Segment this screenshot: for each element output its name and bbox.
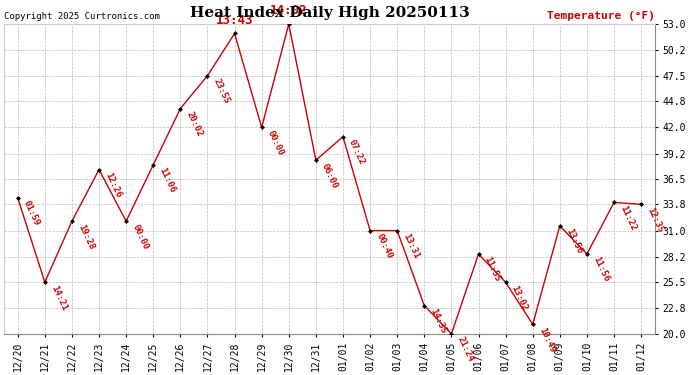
Text: 11:55: 11:55 [483,255,502,284]
Text: 19:28: 19:28 [76,223,96,251]
Text: 13:56: 13:56 [564,227,584,255]
Text: 23:55: 23:55 [212,77,231,105]
Text: 06:00: 06:00 [320,162,339,190]
Text: 01:59: 01:59 [22,199,41,227]
Text: 21:24: 21:24 [455,335,475,363]
Text: 14:21: 14:21 [49,284,68,312]
Text: 14:02: 14:02 [270,4,308,17]
Text: 00:40: 00:40 [374,232,394,260]
Title: Heat Index Daily High 20250113: Heat Index Daily High 20250113 [190,6,469,20]
Text: 12:35: 12:35 [645,206,665,234]
Text: Temperature (°F): Temperature (°F) [546,11,655,21]
Text: 12:26: 12:26 [104,171,123,199]
Text: 13:43: 13:43 [216,13,253,27]
Text: 11:06: 11:06 [157,166,177,194]
Text: 13:31: 13:31 [402,232,421,260]
Text: 11:22: 11:22 [618,204,638,232]
Text: 00:00: 00:00 [130,223,150,251]
Text: 11:56: 11:56 [591,255,611,284]
Text: 13:02: 13:02 [510,284,529,312]
Text: Copyright 2025 Curtronics.com: Copyright 2025 Curtronics.com [4,12,160,21]
Text: 14:35: 14:35 [428,307,448,335]
Text: 20:02: 20:02 [184,110,204,138]
Text: 00:00: 00:00 [266,129,286,157]
Text: 10:49: 10:49 [537,326,556,354]
Text: 07:22: 07:22 [347,138,366,166]
